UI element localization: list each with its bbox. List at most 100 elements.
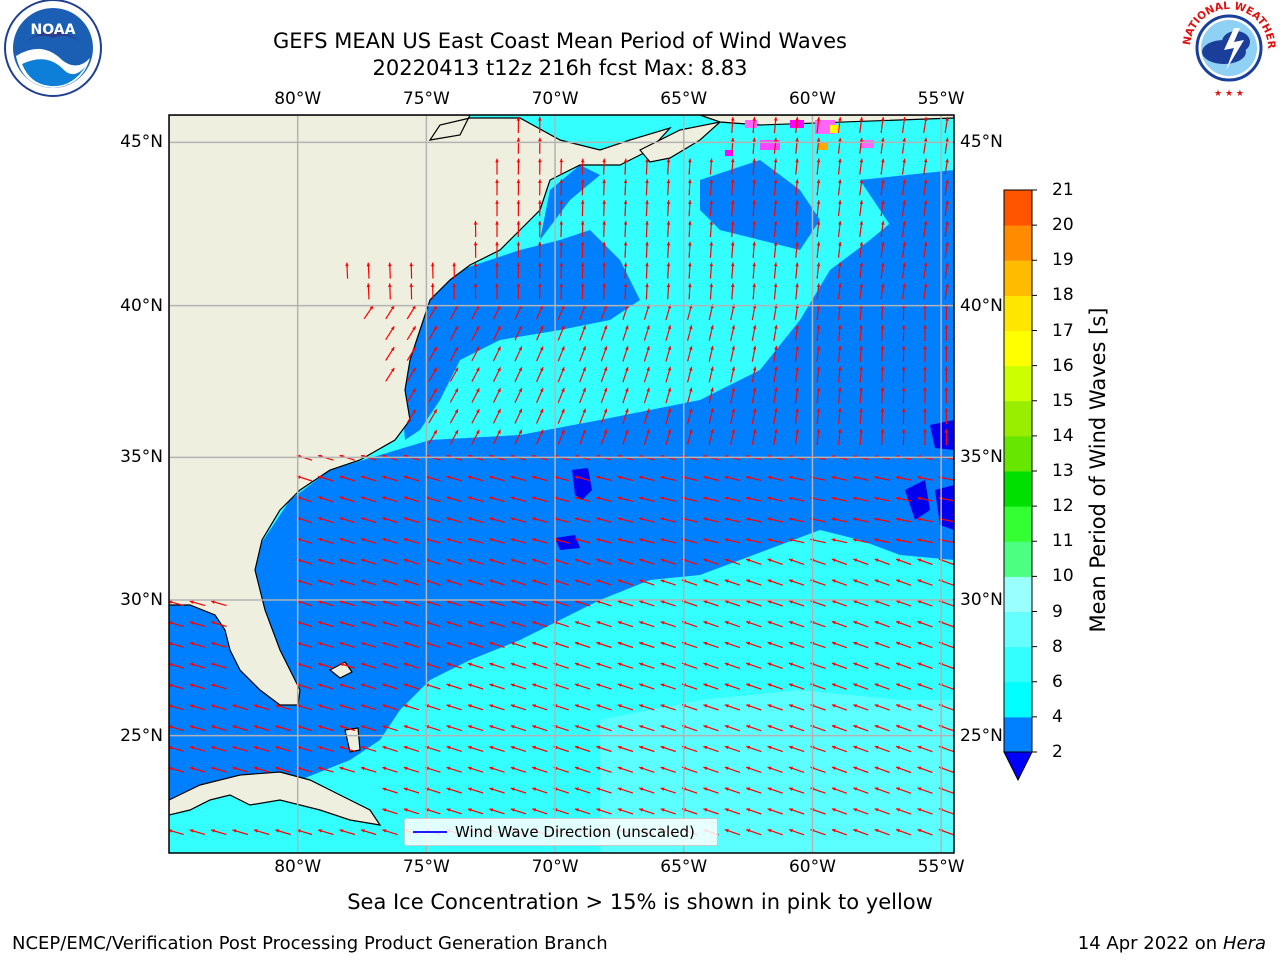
wave-arrow-head [489, 808, 494, 812]
wave-arrow-head [211, 704, 216, 708]
wave-arrow-head [874, 475, 879, 480]
wave-arrow-head [232, 704, 237, 708]
wave-arrow-head [468, 662, 472, 667]
wave-arrow-head [575, 766, 579, 771]
wave-arrow-head [880, 387, 885, 392]
wave-arrow-head [412, 388, 416, 393]
wave-arrow-head [660, 745, 665, 750]
wave-arrow-head [318, 537, 323, 542]
wave-arrow-head [596, 704, 601, 708]
wave-arrow-head [382, 766, 387, 771]
wave-arrow-head [730, 179, 735, 184]
wave-arrow-head [639, 579, 644, 583]
wave-arrow-head [559, 158, 564, 163]
wave-arrow-head [703, 766, 708, 771]
wave-arrow-head [390, 326, 395, 331]
wave-arrow-head [360, 538, 365, 542]
wave-arrow-head [539, 367, 544, 372]
wave-arrow-head [497, 367, 501, 372]
wave-arrow-head [902, 262, 906, 267]
colorbar-segment [1004, 576, 1032, 612]
colorbar-tick-label: 15 [1052, 390, 1074, 411]
wave-arrow-head [275, 725, 280, 729]
wave-arrow-head [752, 387, 757, 392]
colorbar-segment [1004, 646, 1032, 683]
wave-arrow-head [468, 579, 472, 583]
wave-arrow-head [366, 262, 371, 267]
wave-arrow-head [724, 641, 729, 646]
wave-arrow-head [746, 787, 751, 791]
wave-arrow-head [495, 200, 499, 204]
wave-arrow-head [617, 704, 622, 708]
wave-arrow-head [253, 725, 258, 729]
wave-arrow-head [403, 808, 408, 812]
wave-arrow-head [476, 367, 480, 372]
wave-arrow-head [446, 787, 451, 791]
wave-arrow-head [518, 429, 522, 434]
wave-arrow-head [510, 558, 515, 563]
wave-arrow-head [617, 683, 622, 687]
wave-arrow-head [917, 558, 922, 562]
wave-arrow-head [189, 621, 194, 625]
wave-arrow-head [752, 200, 756, 204]
noaa-logo: NOAA [4, 0, 102, 97]
wave-arrow-head [859, 158, 864, 163]
wave-arrow-head [189, 662, 194, 667]
wave-arrow-head [253, 746, 258, 750]
wave-arrow-head [361, 704, 365, 708]
wave-arrow-head [575, 662, 579, 667]
wave-arrow-head [752, 408, 757, 413]
wave-arrow-head [489, 558, 494, 563]
lon-label: 60°W [788, 857, 836, 877]
wave-arrow-head [339, 725, 344, 729]
colorbar-tick-label: 13 [1052, 461, 1074, 481]
wave-arrow-head [746, 766, 751, 771]
lat-label: 45°N [960, 132, 1003, 153]
wave-arrow-head [917, 641, 922, 646]
wave-arrow-head [532, 517, 536, 521]
wave-arrow-head [896, 704, 900, 708]
wave-arrow-head [667, 387, 672, 392]
wave-arrow-head [532, 538, 536, 542]
wave-arrow-head [788, 538, 793, 542]
wave-arrow-head [617, 558, 622, 563]
wave-arrow-head [345, 262, 349, 267]
wave-arrow-head [476, 346, 480, 351]
wave-arrow-head [409, 283, 414, 287]
wave-arrow-head [382, 475, 387, 480]
wave-arrow-head [795, 408, 799, 413]
wave-arrow-head [580, 179, 585, 183]
colorbar-label: Mean Period of Wind Waves [s] [1086, 307, 1110, 633]
wave-arrow-head [403, 683, 408, 687]
wave-arrow-head [874, 745, 879, 750]
wave-arrow-head [575, 787, 579, 791]
wave-arrow-head [625, 346, 629, 351]
wave-arrow-head [774, 366, 778, 371]
wave-arrow-head [382, 829, 387, 833]
wave-arrow-head [452, 283, 456, 287]
wave-arrow-head [767, 517, 772, 521]
wave-arrow-head [789, 829, 793, 833]
wave-arrow-head [730, 262, 735, 267]
wave-arrow-head [724, 600, 729, 604]
wave-arrow-head [896, 621, 900, 625]
wave-arrow-head [774, 429, 778, 433]
wave-arrow-head [838, 387, 842, 392]
wave-arrow-head [660, 496, 665, 501]
svg-text:★ ★ ★: ★ ★ ★ [1214, 89, 1244, 99]
wave-arrow-head [646, 367, 650, 371]
wave-arrow-head [816, 179, 821, 184]
wave-arrow-head [361, 558, 365, 563]
wave-arrow-head [574, 496, 579, 500]
wave-arrow-head [575, 600, 579, 604]
wave-arrow-head [667, 408, 672, 413]
wave-arrow-head [831, 725, 836, 729]
wave-arrow-head [853, 538, 857, 542]
wave-arrow-head [559, 221, 564, 225]
wave-arrow-head [403, 641, 408, 646]
wave-arrow-head [773, 179, 778, 184]
wave-arrow-head [831, 683, 836, 687]
colorbar-tick-label: 11 [1052, 531, 1074, 552]
wave-arrow-head [881, 179, 885, 184]
wave-arrow-head [489, 600, 494, 604]
